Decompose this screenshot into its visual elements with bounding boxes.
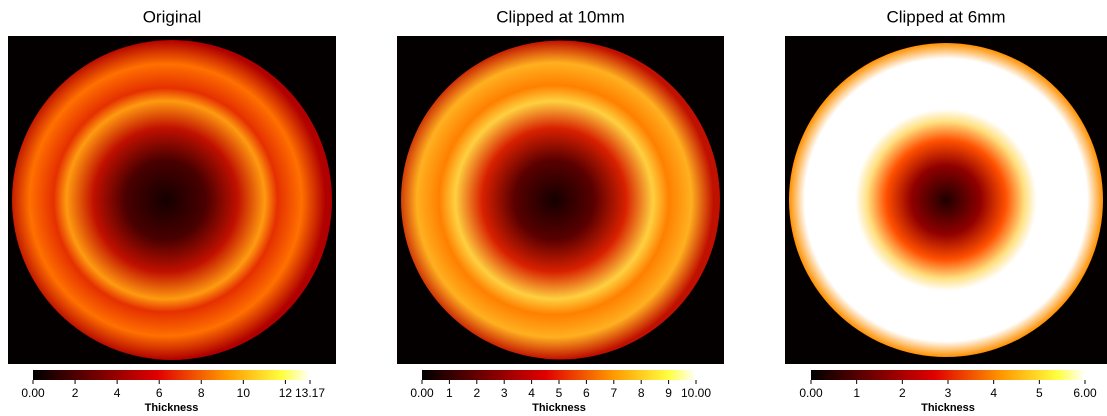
colorbar-tick-label: 2 (899, 386, 906, 400)
panel-title: Clipped at 10mm (496, 7, 625, 26)
colorbar-tick-label: 13.17 (295, 386, 325, 400)
colorbar-tick-label: 7 (610, 386, 617, 400)
heatmap-disc (12, 40, 332, 360)
colorbar-tick-label: 10.00 (681, 386, 711, 400)
colorbar-tick-label: 8 (638, 386, 645, 400)
colorbar-tick-label: 0.00 (799, 386, 823, 400)
colorbar-tick-label: 3 (945, 386, 952, 400)
colorbar-tick-label: 4 (990, 386, 997, 400)
heatmap-disc (401, 40, 720, 360)
colorbar-tick-label: 12 (279, 386, 293, 400)
colorbar (422, 370, 696, 380)
colorbar-tick-label: 5 (1036, 386, 1043, 400)
colorbar-tick-label: 6.00 (1073, 386, 1097, 400)
colorbar-tick-label: 8 (198, 386, 205, 400)
colorbar-tick-label: 3 (501, 386, 508, 400)
colorbar-tick-label: 2 (72, 386, 79, 400)
colorbar-tick-label: 1 (446, 386, 453, 400)
colorbar-tick-label: 1 (853, 386, 860, 400)
colorbar-tick-label: 2 (473, 386, 480, 400)
colorbar-tick-label: 5 (556, 386, 563, 400)
colorbar-tick-label: 0.00 (21, 386, 45, 400)
panel-title: Clipped at 6mm (886, 7, 1005, 26)
colorbar-tick-label: 0.00 (410, 386, 434, 400)
heatmap-disc (789, 43, 1103, 357)
panel-title: Original (143, 7, 202, 26)
colorbar-tick-label: 9 (665, 386, 672, 400)
colorbar-tick-label: 10 (237, 386, 251, 400)
colorbar-tick-label: 4 (528, 386, 535, 400)
colorbar-tick-label: 6 (583, 386, 590, 400)
colorbar (33, 370, 310, 380)
colorbar-label: Thickness (532, 402, 586, 414)
colorbar (811, 370, 1085, 380)
colorbar-label: Thickness (145, 402, 199, 414)
colorbar-label: Thickness (921, 402, 975, 414)
colorbar-tick-label: 6 (156, 386, 163, 400)
colorbar-tick-label: 4 (114, 386, 121, 400)
